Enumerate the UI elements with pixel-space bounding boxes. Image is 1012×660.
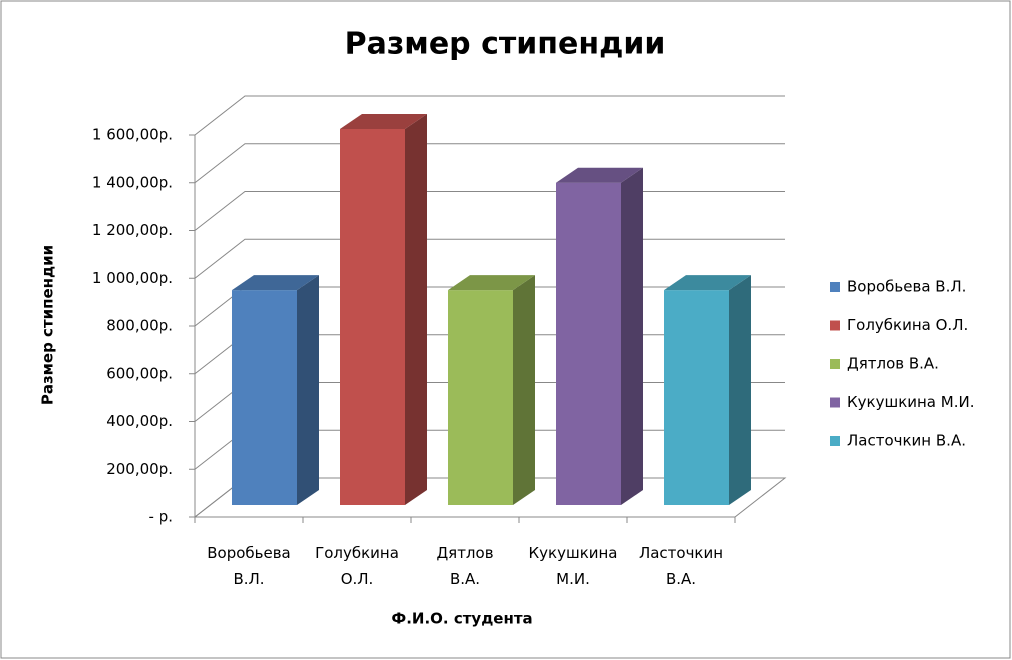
- bar: [664, 290, 729, 505]
- x-tick-label: Воробьева В.Л.: [207, 544, 291, 588]
- bar: [448, 290, 513, 505]
- y-tick-label: 1 200,00р.: [92, 221, 173, 239]
- legend-swatch: [830, 320, 840, 331]
- legend-label: Дятлов В.А.: [847, 355, 939, 373]
- legend-swatch: [830, 282, 840, 292]
- y-tick-label: 400,00р.: [106, 412, 173, 430]
- bar-side: [297, 275, 319, 505]
- bar-top: [556, 167, 643, 183]
- legend-label: Кукушкина М.И.: [847, 393, 974, 411]
- legend-label: Голубкина О.Л.: [847, 316, 968, 334]
- y-tick-label: 1 000,00р.: [92, 269, 173, 287]
- y-tick-label: 200,00р.: [106, 460, 173, 478]
- y-tick-label: 600,00р.: [106, 364, 173, 382]
- bar: [556, 182, 621, 505]
- bar-top: [340, 113, 427, 129]
- bar-top: [664, 275, 751, 291]
- legend-swatch: [830, 397, 840, 408]
- legend-swatch: [830, 359, 840, 369]
- grid-line: [194, 143, 785, 184]
- bar-top: [448, 275, 535, 291]
- bar: [232, 290, 297, 505]
- legend-label: Ласточкин В.А.: [847, 432, 966, 450]
- bar-top: [232, 275, 319, 291]
- x-axis-title: Ф.И.О. студента: [391, 610, 532, 628]
- y-tick-label: 800,00р.: [106, 317, 173, 335]
- legend-swatch: [830, 436, 840, 446]
- bar-side: [621, 167, 643, 505]
- y-tick-label: 1 400,00р.: [92, 173, 173, 191]
- y-tick-label: - р.: [149, 508, 173, 526]
- y-tick-label: 1 600,00р.: [92, 126, 173, 144]
- x-tick-label: Дятлов В.А.: [436, 544, 493, 588]
- chart-title: Размер стипендии: [345, 27, 666, 62]
- x-tick-label: Кукушкина М.И.: [529, 544, 618, 588]
- grid-line: [194, 95, 785, 136]
- x-tick-label: Ласточкин В.А.: [639, 544, 723, 588]
- bar: [340, 128, 405, 505]
- bar-side: [729, 275, 751, 505]
- x-tick-label: Голубкина О.Л.: [315, 544, 399, 588]
- y-axis-title: Размер стипендии: [39, 245, 57, 405]
- legend-label: Воробьева В.Л.: [847, 278, 966, 296]
- bar-side: [513, 275, 535, 505]
- bar-side: [405, 113, 427, 505]
